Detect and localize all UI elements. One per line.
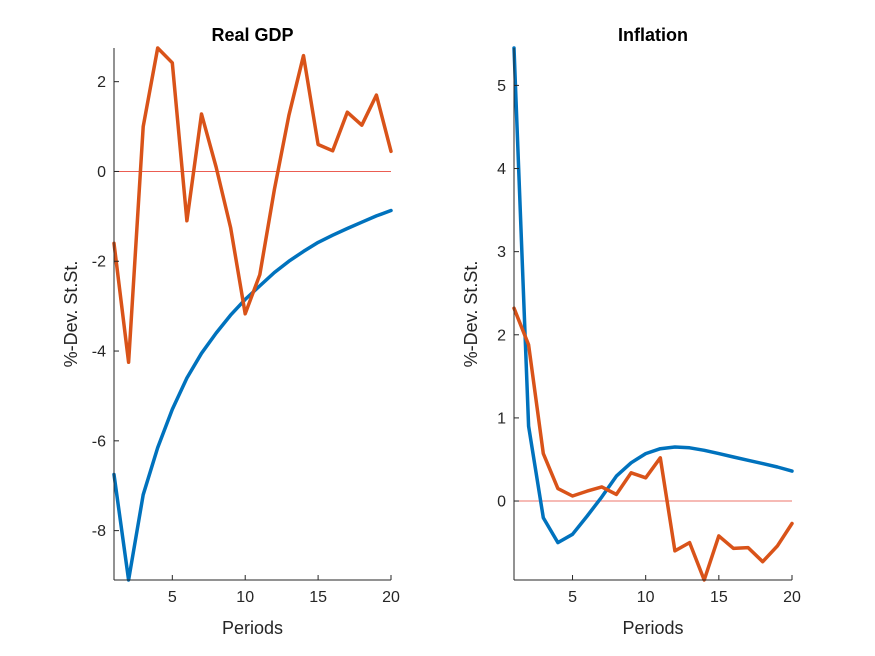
inflation-panel: 5 10 15 20 0 1 2 3 4 5 Inflation Periods %-Dev. St.S…	[461, 25, 801, 638]
panel-1-y-tick-label: 3	[497, 244, 506, 261]
panel-1-series-1-line	[512, 306, 794, 582]
panel-0-y-tick-label: 0	[97, 164, 106, 181]
real-gdp-panel: 5 10 15 20 -8 -6 -4 -2 0 2 Real GDP Periods %-Dev. S…	[61, 25, 400, 638]
panel-1-y-axis-label: %-Dev. St.St.	[461, 261, 481, 368]
panel-1-x-axis-label: Periods	[622, 618, 683, 638]
panel-0-y-tick-label: -4	[92, 344, 106, 361]
panel-0-y-tick-label: -2	[92, 254, 106, 271]
panel-1-x-tick-label: 5	[568, 589, 577, 606]
panel-1-x-tick-label: 15	[710, 589, 728, 606]
panel-1-x-tick-label: 10	[637, 589, 655, 606]
panel-1-y-tick-label: 2	[497, 327, 506, 344]
panel-1-title: Inflation	[618, 25, 688, 45]
panel-1-y-tick-label: 4	[497, 161, 506, 178]
panel-1-x-tick-label: 20	[783, 589, 801, 606]
panel-0-title: Real GDP	[211, 25, 293, 45]
panel-0-x-tick-label: 10	[236, 589, 254, 606]
panel-0-y-tick-label: 2	[97, 74, 106, 91]
panel-1-y-tick-label: 1	[497, 410, 506, 427]
panel-0-series-0-line	[112, 208, 393, 582]
panel-1-series-0-line	[512, 46, 794, 545]
panel-0-x-tick-label: 20	[382, 589, 400, 606]
panel-0-x-tick-label: 15	[309, 589, 327, 606]
panel-1-y-tick-label: 5	[497, 78, 506, 95]
panel-0-y-axis-label: %-Dev. St.St.	[61, 261, 81, 368]
panel-0-y-tick-label: -8	[92, 523, 106, 540]
panel-0-y-tick-label: -6	[92, 433, 106, 450]
panel-0-series-1-line	[112, 46, 393, 365]
panel-0-x-axis-label: Periods	[222, 618, 283, 638]
panel-1-y-tick-label: 0	[497, 494, 506, 511]
panel-0-x-tick-label: 5	[168, 589, 177, 606]
